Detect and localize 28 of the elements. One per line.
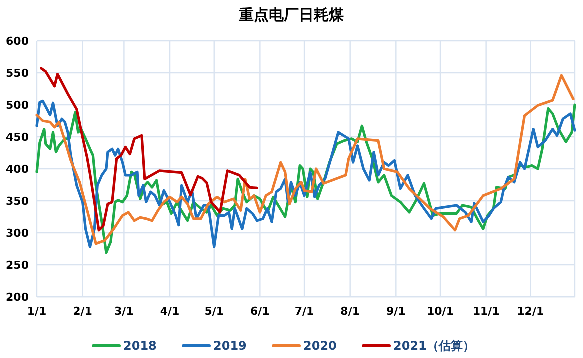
x-tick-label: 12/1 — [517, 305, 544, 318]
line-series — [36, 74, 575, 246]
y-tick-label: 350 — [6, 194, 30, 208]
y-tick-label: 400 — [6, 162, 30, 176]
x-tick-label: 10/1 — [427, 305, 454, 318]
x-tick-label: 2/1 — [73, 305, 92, 318]
x-tick-label: 3/1 — [114, 305, 134, 318]
legend-label: 2019 — [214, 339, 247, 354]
legend-label: 2021（估算） — [394, 339, 475, 354]
chart-title: 重点电厂日耗煤 — [238, 6, 345, 24]
legend-label: 2018 — [124, 339, 157, 354]
x-tick-label: 7/1 — [294, 305, 314, 318]
y-tick-label: 450 — [6, 130, 30, 144]
y-tick-label: 550 — [6, 66, 30, 80]
x-tick-label: 8/1 — [340, 305, 360, 318]
y-tick-label: 600 — [6, 34, 30, 48]
y-tick-label: 300 — [6, 226, 30, 240]
y-tick-label: 250 — [6, 258, 30, 272]
x-tick-label: 9/1 — [386, 305, 406, 318]
x-tick-label: 4/1 — [160, 305, 180, 318]
x-tick-label: 5/1 — [204, 305, 224, 318]
legend-label: 2020 — [304, 339, 337, 354]
x-tick-label: 6/1 — [250, 305, 270, 318]
x-tick-label: 1/1 — [27, 305, 47, 318]
line-series — [40, 67, 259, 232]
y-tick-label: 500 — [6, 98, 30, 112]
x-tick-label: 11/1 — [472, 305, 500, 318]
y-tick-label: 200 — [6, 290, 30, 304]
